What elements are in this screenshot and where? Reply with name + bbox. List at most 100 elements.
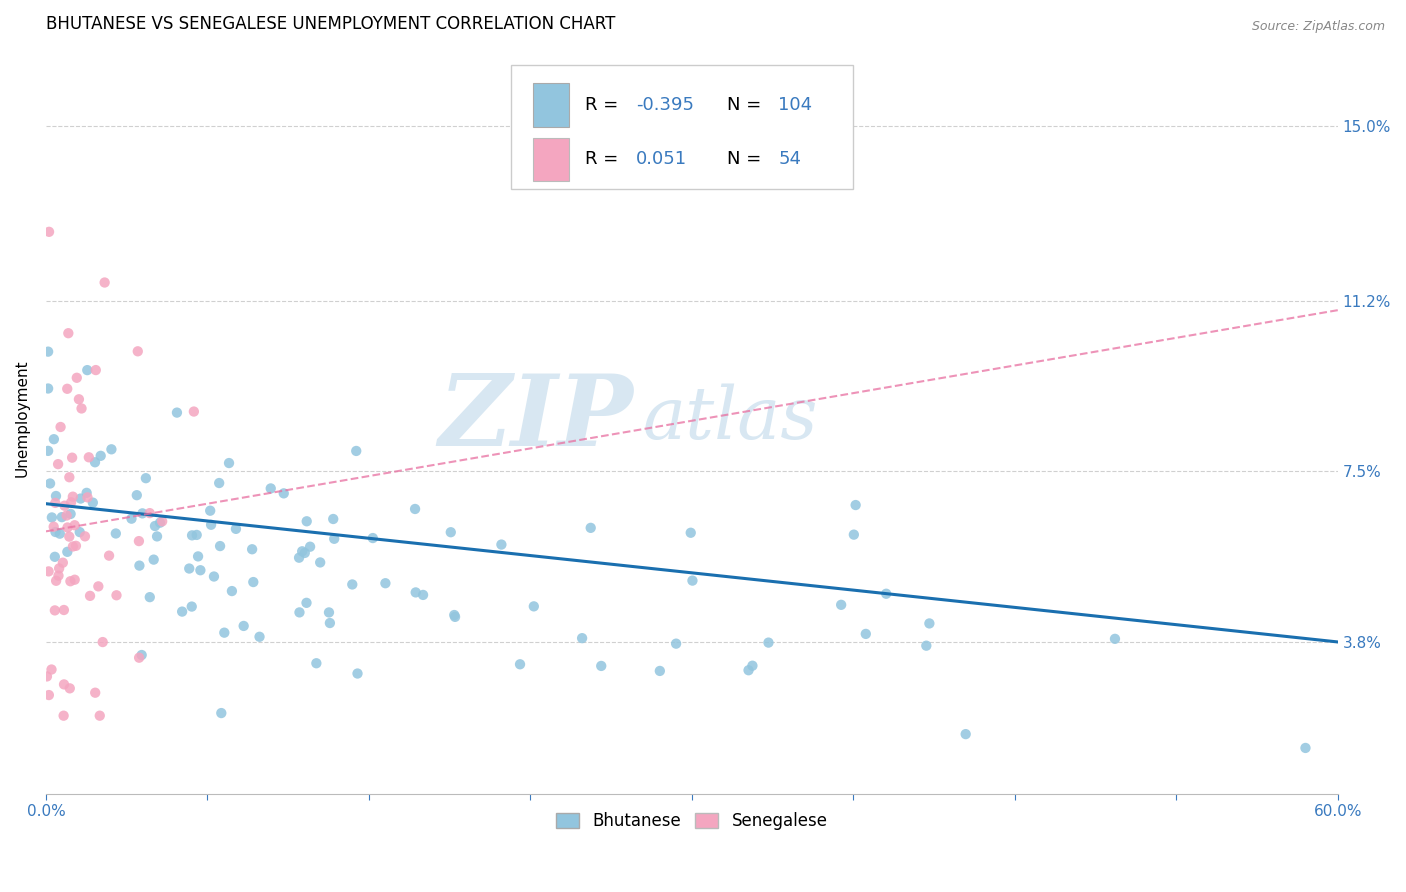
Point xyxy=(35,669,58,683)
Point xyxy=(758,635,780,649)
Point xyxy=(84,455,107,469)
Text: 104: 104 xyxy=(779,96,813,114)
Point xyxy=(48,568,70,582)
Point xyxy=(44,524,66,539)
Point xyxy=(260,482,283,496)
Point xyxy=(58,470,80,484)
Text: atlas: atlas xyxy=(643,384,818,454)
Point xyxy=(49,420,72,434)
Point xyxy=(84,686,107,700)
Point xyxy=(404,502,426,516)
Point xyxy=(139,590,162,604)
Point xyxy=(127,344,149,359)
Point xyxy=(98,549,121,563)
Point xyxy=(67,392,90,407)
Point xyxy=(172,605,194,619)
Point xyxy=(104,526,127,541)
Point xyxy=(69,491,91,506)
Point xyxy=(38,225,60,239)
Point xyxy=(299,540,322,554)
Point xyxy=(37,382,59,396)
Point xyxy=(105,588,128,602)
Point xyxy=(571,631,593,645)
Text: R =: R = xyxy=(585,96,624,114)
Point xyxy=(56,382,79,396)
Point xyxy=(65,539,87,553)
Point xyxy=(218,456,240,470)
Point xyxy=(202,569,225,583)
Point xyxy=(44,496,66,510)
Point xyxy=(128,650,150,665)
Point xyxy=(737,663,759,677)
Point xyxy=(142,552,165,566)
Point xyxy=(200,517,222,532)
Text: 0.051: 0.051 xyxy=(637,151,688,169)
Bar xyxy=(533,137,569,181)
Point xyxy=(51,510,73,524)
Point xyxy=(73,529,96,543)
Point xyxy=(741,658,763,673)
Point xyxy=(181,528,204,542)
Text: N =: N = xyxy=(727,96,766,114)
Point xyxy=(1104,632,1126,646)
Point xyxy=(37,344,59,359)
Point xyxy=(125,488,148,502)
Point xyxy=(179,561,201,575)
Point xyxy=(52,603,75,617)
Point xyxy=(180,599,202,614)
Point xyxy=(915,639,938,653)
Text: Source: ZipAtlas.com: Source: ZipAtlas.com xyxy=(1251,20,1385,33)
Point xyxy=(52,556,75,570)
Point xyxy=(342,577,364,591)
Point xyxy=(89,708,111,723)
Point xyxy=(208,476,231,491)
Point xyxy=(41,663,63,677)
Point xyxy=(93,276,115,290)
Point xyxy=(240,542,263,557)
Point xyxy=(66,371,89,385)
Point xyxy=(56,545,79,559)
Point xyxy=(440,525,463,540)
Point xyxy=(190,563,212,577)
Point xyxy=(509,657,531,672)
Point xyxy=(681,574,703,588)
Point xyxy=(128,534,150,549)
Point xyxy=(58,326,80,341)
Point xyxy=(405,585,427,599)
Point xyxy=(56,520,79,534)
Point xyxy=(309,556,332,570)
Text: N =: N = xyxy=(727,151,766,169)
Point xyxy=(76,491,98,505)
Point xyxy=(91,635,114,649)
Point xyxy=(138,506,160,520)
Point xyxy=(63,518,86,533)
Point xyxy=(79,589,101,603)
Point xyxy=(591,659,613,673)
Point xyxy=(186,528,208,542)
Point xyxy=(42,432,65,446)
Point xyxy=(225,522,247,536)
Point xyxy=(84,363,107,377)
Point xyxy=(62,490,84,504)
Point xyxy=(955,727,977,741)
Point xyxy=(149,516,172,530)
Point xyxy=(44,603,66,617)
Point xyxy=(82,495,104,509)
Point xyxy=(70,401,93,416)
Point xyxy=(918,616,941,631)
Text: ZIP: ZIP xyxy=(439,370,634,467)
Point xyxy=(322,512,344,526)
Point xyxy=(523,599,546,614)
Point xyxy=(69,525,91,540)
Point xyxy=(288,606,311,620)
Text: BHUTANESE VS SENEGALESE UNEMPLOYMENT CORRELATION CHART: BHUTANESE VS SENEGALESE UNEMPLOYMENT COR… xyxy=(46,15,616,33)
Point xyxy=(214,625,236,640)
Point xyxy=(146,529,169,543)
Point xyxy=(62,540,84,554)
Point xyxy=(443,607,465,622)
Point xyxy=(52,708,75,723)
Point xyxy=(48,561,70,575)
Point xyxy=(53,677,76,691)
Point xyxy=(121,511,143,525)
Point xyxy=(38,565,60,579)
